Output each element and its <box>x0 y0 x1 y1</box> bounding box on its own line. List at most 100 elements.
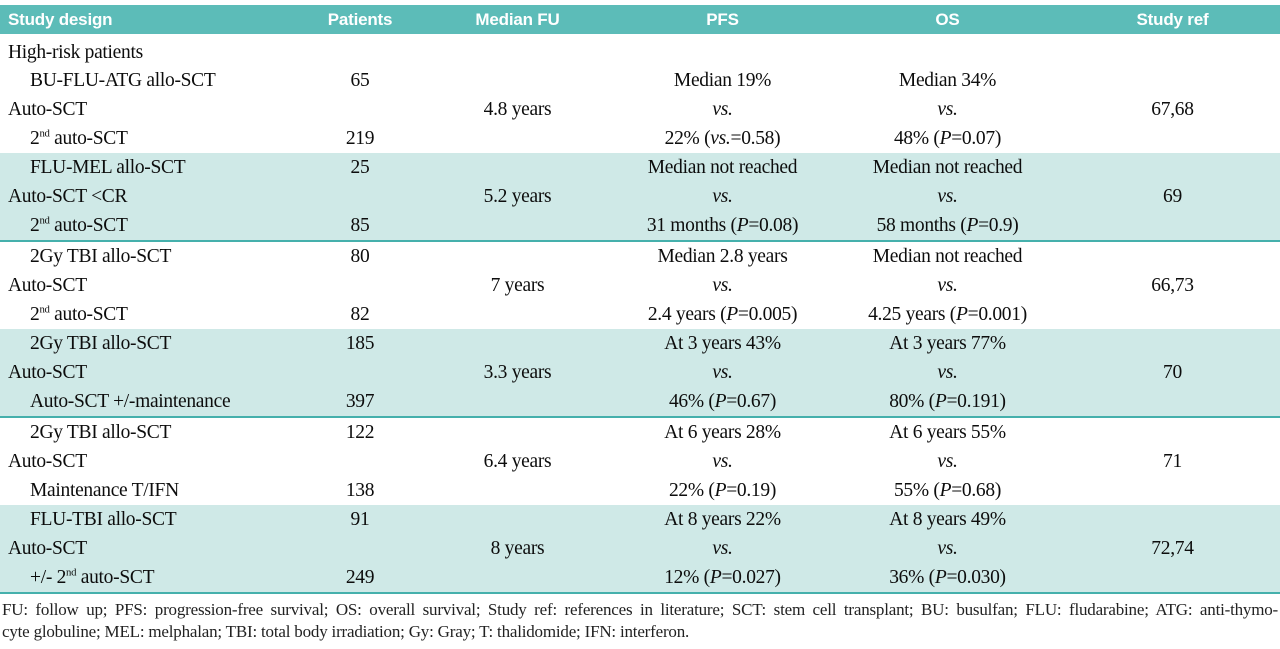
study-cell: FLU-TBI allo-SCT <box>30 509 177 530</box>
table-row: Auto-SCT 6.4 years vs. vs. 71 <box>0 447 1280 476</box>
table-row: FLU-TBI allo-SCT 91 At 8 years 22% At 8 yea… <box>0 505 1280 534</box>
os-cell: vs. <box>937 362 958 383</box>
table-footnote: FU: follow up; PFS: progression-free sur… <box>0 599 1280 643</box>
study-block: 2Gy TBI allo-SCT 185 At 3 years 43% At 3 ye… <box>0 329 1280 418</box>
footnote-line-1: FU: follow up; PFS: progression-free sur… <box>2 600 1278 619</box>
study-cell: Auto-SCT +/-maintenance <box>30 391 231 412</box>
study-cell: Auto-SCT <box>8 451 87 472</box>
pfs-cell: 22% (vs.=0.58) <box>664 128 781 149</box>
study-cell: Auto-SCT <box>8 538 87 559</box>
column-header-os: OS <box>935 9 960 29</box>
median-fu-cell: 6.4 years <box>483 451 552 472</box>
os-cell: 58 months (P=0.9) <box>876 215 1019 236</box>
patients-cell: 122 <box>345 422 375 443</box>
pfs-cell: 46% (P=0.67) <box>668 391 777 412</box>
patients-cell: 25 <box>350 157 370 178</box>
ref-cell: 67,68 <box>1151 99 1194 120</box>
patients-cell: 249 <box>345 567 375 588</box>
study-comparison-table: Study design Patients Median FU PFS OS S… <box>0 5 1280 643</box>
pfs-cell: vs. <box>712 451 733 472</box>
table-row: 2nd auto-SCT 82 2.4 years (P=0.005) 4.25 ye… <box>0 300 1280 329</box>
column-header-pfs: PFS <box>706 9 739 29</box>
pfs-cell: vs. <box>712 538 733 559</box>
os-cell: 36% (P=0.030) <box>889 567 1006 588</box>
os-cell: Median 34% <box>898 70 997 91</box>
pfs-cell: vs. <box>712 275 733 296</box>
study-cell: 2Gy TBI allo-SCT <box>30 333 172 354</box>
table-row: Auto-SCT 4.8 years vs. vs. 67,68 <box>0 95 1280 124</box>
study-block: 2Gy TBI allo-SCT 122 At 6 years 28% At 6 ye… <box>0 418 1280 505</box>
table-row: Auto-SCT 3.3 years vs. vs. 70 <box>0 358 1280 387</box>
table-row: BU-FLU-ATG allo-SCT 65 Median 19% Median 34… <box>0 66 1280 95</box>
study-block: BU-FLU-ATG allo-SCT 65 Median 19% Median 34… <box>0 66 1280 153</box>
patients-cell: 65 <box>350 70 370 91</box>
os-cell: vs. <box>937 186 958 207</box>
pfs-cell: Median 19% <box>673 70 772 91</box>
study-cell: 2Gy TBI allo-SCT <box>30 422 172 443</box>
os-cell: vs. <box>937 99 958 120</box>
study-cell: 2nd auto-SCT <box>30 303 128 325</box>
study-cell: 2Gy TBI allo-SCT <box>30 246 172 267</box>
table-row: 2Gy TBI allo-SCT 185 At 3 years 43% At 3 ye… <box>0 329 1280 358</box>
column-header-median-fu: Median FU <box>475 9 560 29</box>
pfs-cell: 2.4 years (P=0.005) <box>647 304 798 325</box>
table-row: +/- 2nd auto-SCT 249 12% (P=0.027) 36% (P=0… <box>0 563 1280 592</box>
patients-cell: 91 <box>350 509 370 530</box>
pfs-cell: vs. <box>712 99 733 120</box>
os-cell: 80% (P=0.191) <box>889 391 1006 412</box>
table-row: Auto-SCT <CR 5.2 years vs. vs. 69 <box>0 182 1280 211</box>
study-cell: +/- 2nd auto-SCT <box>30 566 155 588</box>
os-cell: 4.25 years (P=0.001) <box>868 304 1027 325</box>
pfs-cell: vs. <box>712 362 733 383</box>
table-row: 2nd auto-SCT 85 31 months (P=0.08) 58 month… <box>0 211 1280 240</box>
pfs-cell: 31 months (P=0.08) <box>646 215 799 236</box>
table-row: Auto-SCT 7 years vs. vs. 66,73 <box>0 271 1280 300</box>
table-row: Auto-SCT +/-maintenance 397 46% (P=0.67) 80… <box>0 387 1280 416</box>
median-fu-cell: 7 years <box>490 275 545 296</box>
ref-cell: 66,73 <box>1151 275 1194 296</box>
study-block: FLU-MEL allo-SCT 25 Median not reached Medi… <box>0 153 1280 242</box>
ref-cell: 72,74 <box>1151 538 1194 559</box>
patients-cell: 185 <box>345 333 375 354</box>
pfs-cell: Median 2.8 years <box>657 246 788 267</box>
median-fu-cell: 3.3 years <box>483 362 552 383</box>
patients-cell: 138 <box>345 480 375 501</box>
patients-cell: 219 <box>345 128 375 149</box>
patients-cell: 80 <box>350 246 370 267</box>
os-cell: At 6 years 55% <box>889 422 1006 443</box>
os-cell: Median not reached <box>872 246 1023 267</box>
study-block: 2Gy TBI allo-SCT 80 Median 2.8 years Median… <box>0 242 1280 329</box>
pfs-cell: 12% (P=0.027) <box>664 567 781 588</box>
footnote-line-2: cyte globuline; MEL: melphalan; TBI: tot… <box>2 622 690 641</box>
os-cell: 55% (P=0.68) <box>893 480 1002 501</box>
median-fu-cell: 8 years <box>490 538 545 559</box>
ref-cell: 71 <box>1163 451 1182 472</box>
ref-cell: 70 <box>1163 362 1182 383</box>
study-cell: Auto-SCT <box>8 99 87 120</box>
column-header-study-ref: Study ref <box>1136 9 1209 29</box>
median-fu-cell: 4.8 years <box>483 99 552 120</box>
study-cell: Auto-SCT <box>8 362 87 383</box>
pfs-cell: 22% (P=0.19) <box>668 480 777 501</box>
table-body: BU-FLU-ATG allo-SCT 65 Median 19% Median 34… <box>0 66 1280 594</box>
patients-cell: 397 <box>345 391 375 412</box>
column-header-study-design: Study design <box>8 9 113 29</box>
study-cell: 2nd auto-SCT <box>30 214 128 236</box>
ref-cell: 69 <box>1163 186 1182 207</box>
patients-cell: 82 <box>350 304 370 325</box>
study-cell: 2nd auto-SCT <box>30 127 128 149</box>
table-row: FLU-MEL allo-SCT 25 Median not reached Medi… <box>0 153 1280 182</box>
os-cell: At 8 years 49% <box>889 509 1006 530</box>
os-cell: vs. <box>937 451 958 472</box>
pfs-cell: At 8 years 22% <box>664 509 781 530</box>
table-row: 2Gy TBI allo-SCT 80 Median 2.8 years Median… <box>0 242 1280 271</box>
patients-cell: 85 <box>350 215 370 236</box>
os-cell: vs. <box>937 538 958 559</box>
study-cell: Maintenance T/IFN <box>30 480 179 501</box>
section-label-high-risk-patients: High-risk patients <box>8 42 143 63</box>
table-row: 2Gy TBI allo-SCT 122 At 6 years 28% At 6 ye… <box>0 418 1280 447</box>
os-cell: 48% (P=0.07) <box>893 128 1002 149</box>
column-header-patients: Patients <box>327 9 393 29</box>
table-header-row: Study design Patients Median FU PFS OS S… <box>0 5 1280 34</box>
study-block: FLU-TBI allo-SCT 91 At 8 years 22% At 8 yea… <box>0 505 1280 594</box>
